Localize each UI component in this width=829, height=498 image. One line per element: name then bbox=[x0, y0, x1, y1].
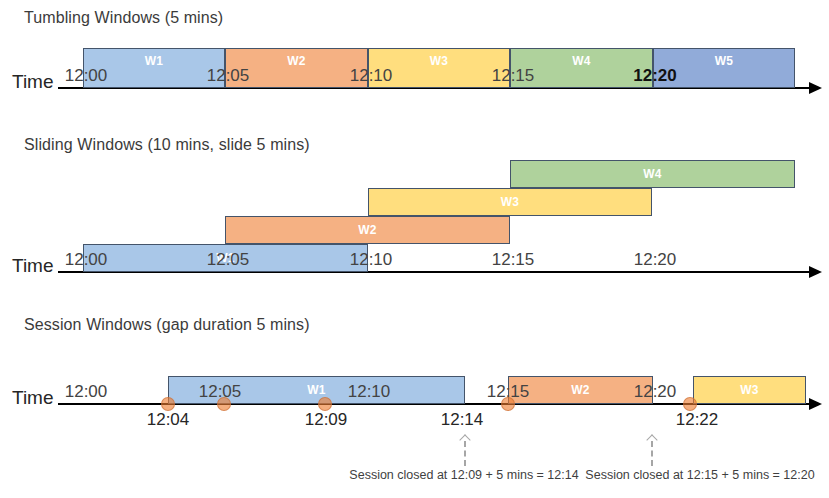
time-axis-label: Time bbox=[12, 71, 54, 93]
axis-tick-label: 12:00 bbox=[65, 382, 108, 402]
event-dot bbox=[161, 397, 175, 411]
event-dot bbox=[318, 397, 332, 411]
session-closed-annotation: Session closed at 12:09 + 5 mins = 12:14 bbox=[349, 468, 578, 482]
window-bar-w4: W4 bbox=[510, 160, 795, 188]
event-dot bbox=[683, 397, 697, 411]
window-label: W2 bbox=[358, 223, 377, 237]
window-bar-w2: W2 bbox=[225, 216, 510, 244]
annotation-arrow-icon bbox=[647, 436, 657, 466]
event-dot bbox=[217, 397, 231, 411]
time-axis-arrowhead-icon bbox=[809, 82, 822, 94]
window-label: W4 bbox=[572, 54, 591, 68]
axis-tick-label: 12:00 bbox=[65, 66, 108, 86]
arrow-dashed-stem bbox=[651, 441, 653, 466]
axis-tick-label: 12:05 bbox=[207, 250, 250, 270]
event-time-label: 12:04 bbox=[147, 410, 190, 430]
axis-tick-label: 12:15 bbox=[492, 66, 535, 86]
axis-tick-label: 12:05 bbox=[207, 66, 250, 86]
axis-tick-label: 12:00 bbox=[65, 250, 108, 270]
session-windows-title: Session Windows (gap duration 5 mins) bbox=[24, 316, 310, 334]
window-bar-w3: W3 bbox=[368, 188, 652, 216]
arrow-dashed-stem bbox=[464, 441, 466, 466]
window-label: W1 bbox=[307, 383, 326, 397]
window-label: W4 bbox=[643, 167, 662, 181]
axis-tick-label: 12:10 bbox=[350, 250, 393, 270]
time-axis-label: Time bbox=[12, 387, 54, 409]
time-axis-label: Time bbox=[12, 255, 54, 277]
event-time-label: 12:09 bbox=[305, 410, 348, 430]
window-label: W3 bbox=[740, 383, 759, 397]
axis-tick-label: 12:20 bbox=[634, 382, 677, 402]
window-bar-w2: W2 bbox=[508, 376, 653, 404]
sliding-windows-title: Sliding Windows (10 mins, slide 5 mins) bbox=[24, 136, 310, 154]
session-closed-annotation: Session closed at 12:15 + 5 mins = 12:20 bbox=[585, 468, 814, 482]
axis-tick-label: 12:15 bbox=[492, 250, 535, 270]
event-time-label: 12:14 bbox=[441, 410, 484, 430]
axis-tick-label: 12:10 bbox=[350, 66, 393, 86]
axis-tick-label: 12:10 bbox=[348, 382, 391, 402]
window-label: W3 bbox=[430, 54, 449, 68]
window-label: W1 bbox=[145, 54, 164, 68]
time-axis-arrowhead-icon bbox=[809, 398, 822, 410]
axis-tick-label: 12:20 bbox=[633, 66, 676, 86]
annotation-arrow-icon bbox=[460, 436, 470, 466]
windowing-diagram: Tumbling Windows (5 mins) Time W1 W2 W3 W4 W5 1… bbox=[0, 0, 829, 498]
time-axis-arrowhead-icon bbox=[809, 266, 822, 278]
axis-tick-label: 12:20 bbox=[634, 250, 677, 270]
event-time-label: 12:22 bbox=[676, 410, 719, 430]
tumbling-windows-title: Tumbling Windows (5 mins) bbox=[24, 9, 223, 27]
event-dot bbox=[501, 397, 515, 411]
window-label: W3 bbox=[501, 195, 520, 209]
window-bar-w3: W3 bbox=[693, 376, 806, 404]
window-label: W2 bbox=[571, 383, 590, 397]
window-label: W2 bbox=[287, 54, 306, 68]
window-label: W5 bbox=[715, 54, 734, 68]
